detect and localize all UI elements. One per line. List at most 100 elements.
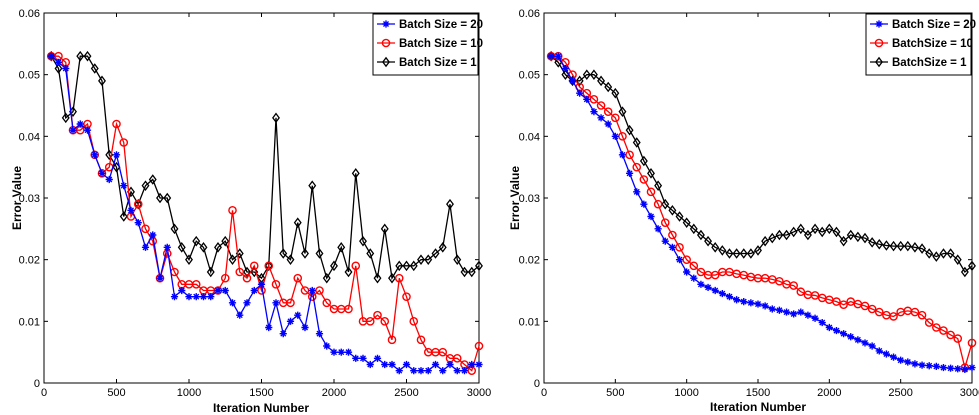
right-data-point xyxy=(782,308,791,316)
left-data-point xyxy=(452,354,462,363)
left-data-point xyxy=(301,248,309,259)
right-data-point xyxy=(710,270,720,280)
right-y-tick-label: 0.03 xyxy=(519,193,540,205)
right-data-point xyxy=(611,113,620,123)
left-data-point xyxy=(221,235,230,247)
left-data-point xyxy=(308,286,316,295)
left-data-point xyxy=(475,360,483,369)
right-y-tick-label: 0.04 xyxy=(519,131,540,143)
left-y-tick-label: 0.06 xyxy=(19,8,40,20)
left-x-tick-label: 1500 xyxy=(249,387,273,399)
left-data-point xyxy=(90,63,99,74)
left-data-point xyxy=(286,298,295,308)
right-data-point xyxy=(775,229,784,241)
left-data-point xyxy=(265,323,273,332)
left-data-point xyxy=(257,280,266,288)
left-data-point xyxy=(163,243,171,251)
right-legend-label: BatchSize = 1 xyxy=(892,57,967,69)
right-data-point xyxy=(561,64,569,73)
left-data-point xyxy=(199,242,208,253)
right-data-point xyxy=(639,175,649,184)
left-legend-marker xyxy=(382,20,390,28)
left-data-point xyxy=(279,330,287,338)
left-y-tick-label: 0.03 xyxy=(19,193,40,205)
right-legend-label: BatchSize = 10 xyxy=(892,38,973,50)
right-data-point xyxy=(790,310,798,318)
right-data-point xyxy=(910,242,919,253)
left-data-point xyxy=(439,367,447,375)
right-data-point xyxy=(740,298,748,306)
left-data-point xyxy=(424,367,432,375)
right-data-point xyxy=(632,162,642,172)
left-legend-label: Batch Size = 20 xyxy=(399,19,483,31)
right-data-point xyxy=(896,240,905,252)
left-data-point xyxy=(250,286,258,295)
left-data-point xyxy=(337,242,346,253)
left-data-point xyxy=(119,211,128,222)
left-data-point xyxy=(98,169,106,177)
right-data-point xyxy=(853,231,862,243)
right-data-point xyxy=(953,254,962,265)
left-data-point xyxy=(337,348,345,356)
right-data-point xyxy=(596,101,606,110)
right-x-tick-label: 1000 xyxy=(674,387,698,399)
right-series-diamond xyxy=(547,50,976,278)
right-data-point xyxy=(882,240,891,251)
right-data-point xyxy=(618,106,627,117)
left-data-point xyxy=(286,317,295,325)
left-data-point xyxy=(62,64,70,73)
right-axes: 0 500 1000 1500 2000 2500 3000 0 0.01 0.02 0.03 0.0… xyxy=(519,8,979,399)
right-data-point xyxy=(825,323,833,332)
right-data-point xyxy=(747,299,755,307)
left-data-point xyxy=(380,223,389,235)
left-data-point xyxy=(156,192,164,204)
left-x-tick-label: 1000 xyxy=(177,387,201,399)
left-data-point xyxy=(214,286,222,295)
left-data-point xyxy=(199,293,208,301)
left-y-tick-label: 0.01 xyxy=(19,316,40,328)
right-data-point xyxy=(576,89,584,97)
right-y-tick-label: 0.02 xyxy=(519,255,540,267)
left-data-point xyxy=(119,138,129,147)
right-data-point xyxy=(611,132,619,140)
right-data-point xyxy=(711,242,720,253)
left-y-tick-label: 0.04 xyxy=(19,131,40,143)
left-data-point xyxy=(446,360,454,369)
right-data-point xyxy=(939,363,948,372)
left-x-tick-label: 2500 xyxy=(394,387,418,399)
left-data-point xyxy=(322,272,331,284)
right-data-point xyxy=(832,226,841,238)
right-legend-label: Batch Size = 20 xyxy=(892,19,976,31)
left-data-point xyxy=(170,223,179,235)
right-data-point xyxy=(718,289,726,298)
left-data-point xyxy=(468,360,476,369)
right-data-point xyxy=(668,230,677,240)
left-data-point xyxy=(54,63,63,74)
right-data-point xyxy=(711,286,719,295)
left-data-point xyxy=(475,260,483,272)
left-series-line xyxy=(50,55,480,281)
left-data-point xyxy=(243,299,251,307)
right-data-point xyxy=(761,302,769,310)
left-data-point xyxy=(431,360,440,369)
left-data-point xyxy=(149,231,157,239)
right-x-tick-label: 3000 xyxy=(960,387,979,399)
left-y-tick-label: 0.05 xyxy=(19,70,40,82)
right-data-point xyxy=(803,229,812,241)
right-data-point xyxy=(968,260,976,272)
right-data-point xyxy=(874,307,884,317)
left-data-point xyxy=(402,292,411,301)
left-data-point xyxy=(148,174,157,185)
left-data-point xyxy=(185,254,193,265)
left-data-point xyxy=(315,248,324,259)
right-data-point xyxy=(868,237,877,248)
right-data-point xyxy=(854,336,862,344)
right-data-point xyxy=(825,223,834,235)
right-data-point xyxy=(889,240,898,252)
right-data-point xyxy=(775,306,783,314)
right-data-point xyxy=(782,229,791,241)
left-data-point xyxy=(446,198,454,210)
left-data-point xyxy=(228,299,237,307)
right-data-point xyxy=(789,226,798,238)
right-data-point xyxy=(861,339,869,347)
